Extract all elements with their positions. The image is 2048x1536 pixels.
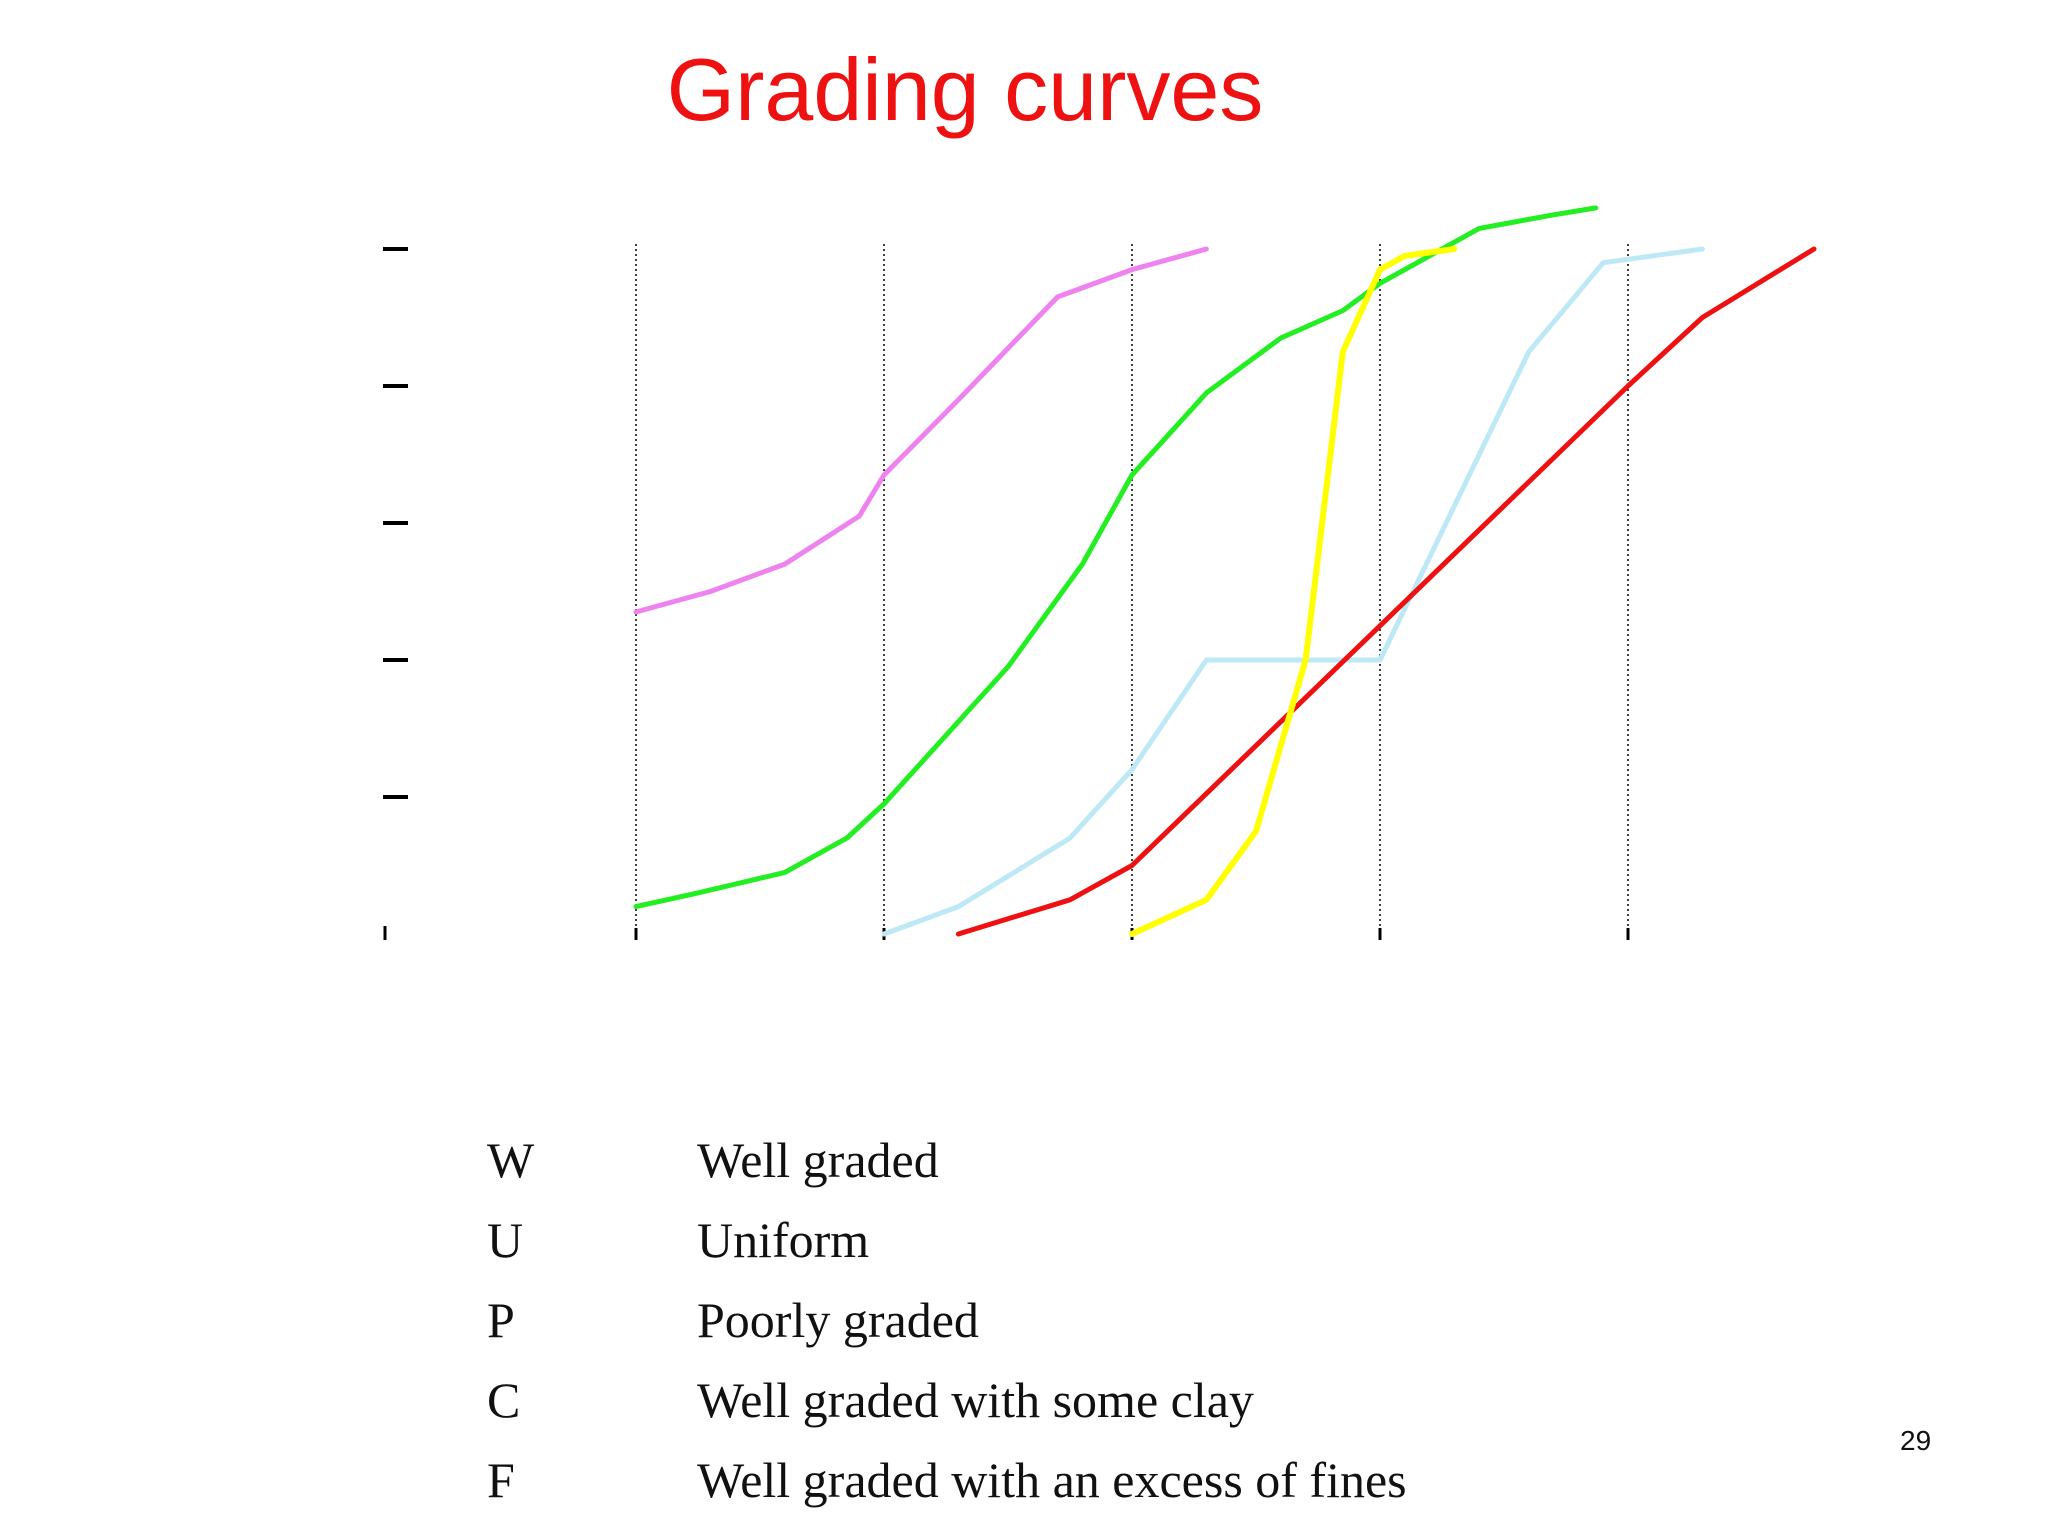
legend-code: F [487, 1452, 515, 1508]
legend-row-p: P Poorly graded [487, 1285, 1587, 1365]
legend-description: Poorly graded [697, 1292, 979, 1348]
series-line-2 [633, 205, 1599, 910]
series-layer [633, 205, 1817, 937]
slide-title: Grading curves [666, 40, 1264, 139]
legend-row-w: W Well graded [487, 1125, 1587, 1205]
legend-row-u: U Uniform [487, 1205, 1587, 1285]
series-line-1 [633, 246, 1209, 615]
series-line-4 [955, 246, 1817, 937]
legend-row-f: F Well graded with an excess of fines [487, 1445, 1587, 1525]
legend-row-c: C Well graded with some clay [487, 1365, 1587, 1445]
series-line-3 [881, 246, 1705, 937]
series-line-5 [1129, 246, 1458, 937]
legend-code: C [487, 1372, 521, 1428]
legend-code: U [487, 1212, 524, 1268]
legend-description: Well graded with some clay [697, 1372, 1254, 1428]
legend-description: Uniform [697, 1212, 870, 1268]
legend-code: P [487, 1292, 515, 1348]
legend-description: Well graded [697, 1132, 939, 1188]
legend: W Well graded U Uniform P Poorly graded … [487, 1125, 1587, 1525]
y-axis-ticks [383, 247, 408, 940]
legend-description: Well graded with an excess of fines [697, 1452, 1407, 1508]
page-number: 29 [1900, 1425, 1932, 1456]
vertical-gridlines [635, 244, 1629, 934]
legend-code: W [487, 1132, 535, 1188]
